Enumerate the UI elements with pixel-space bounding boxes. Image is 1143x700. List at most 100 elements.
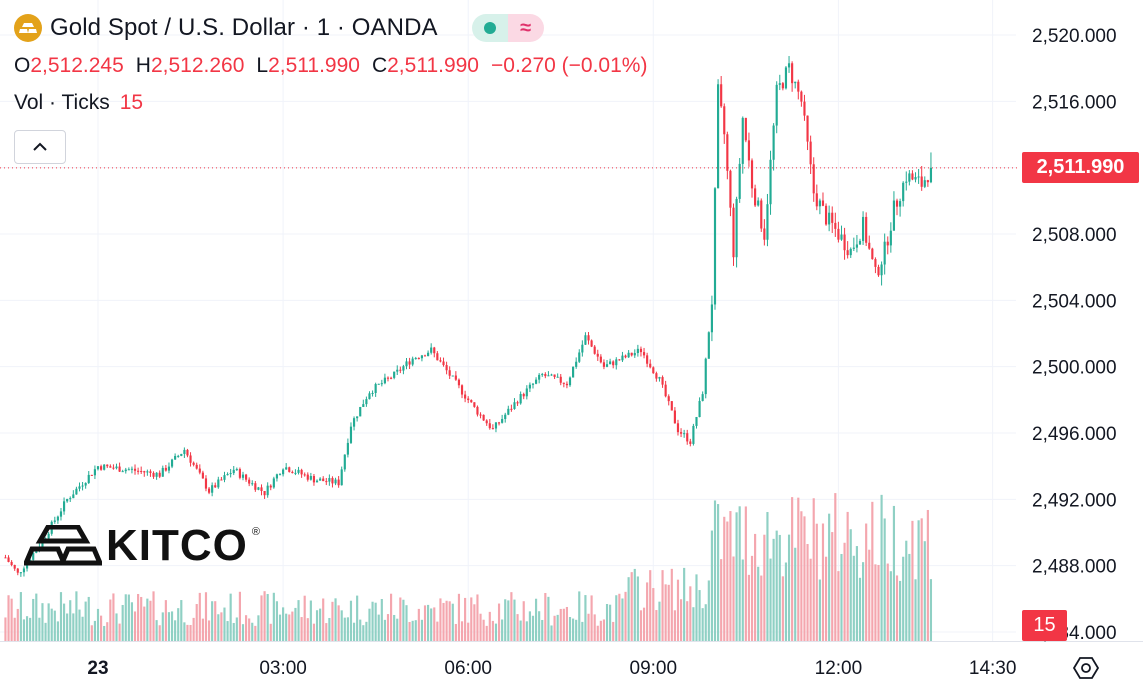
volume-bar [66,613,69,641]
candle-body [186,449,189,456]
registered-mark: ® [251,526,260,538]
candle-body [352,418,356,427]
candle-body [686,433,689,442]
candle-body [892,200,896,231]
symbol-title[interactable]: Gold Spot / U.S. Dollar · 1 · OANDA [50,14,438,41]
volume-bar [396,618,399,641]
volume-bar [59,592,63,641]
candle-body [519,394,522,404]
candle-body [562,382,565,384]
volume-bar [661,570,664,641]
volume-bar [639,610,643,641]
volume-bar [41,603,44,641]
volume-bar [676,579,680,641]
candle-body [10,561,13,565]
volume-bar [627,577,630,641]
candle-body [103,464,106,470]
candle-body [831,212,834,223]
candle-body [245,474,248,480]
candle-body [920,176,923,187]
chart-settings-button[interactable] [1071,655,1101,681]
volume-bar [100,615,103,641]
candle-body [300,469,303,475]
volume-bar [846,511,849,641]
volume-bar [689,586,692,641]
volume-bar [695,574,698,641]
candle-body [673,410,676,424]
candle-body [815,193,818,207]
volume-bar [723,516,726,641]
volume-bar [519,620,522,641]
candle-body [396,369,399,372]
volume-value: 15 [119,91,144,114]
volume-bar [649,570,652,641]
candle-body [414,358,417,360]
x-tick-label: 12:00 [815,658,863,679]
market-status-pill[interactable]: ≈ [471,14,544,42]
volume-bar [618,593,621,641]
candle-body [618,359,621,361]
candle-body [7,557,10,562]
volume-legend[interactable]: Vol · Ticks 15 [14,91,143,115]
collapse-legend-button[interactable] [14,130,66,164]
y-tick-label: 2,488.000 [1032,557,1117,578]
volume-bar [704,604,707,641]
candle-body [288,467,291,472]
volume-bar [457,593,461,641]
candle-body [337,479,340,486]
candle-body [929,167,933,183]
x-tick-label: 03:00 [259,658,307,679]
volume-bar [149,600,152,641]
volume-bar [192,617,195,641]
volume-bar [806,544,809,641]
candle-body [69,498,72,500]
volume-bar [732,556,735,641]
candle-body [843,234,846,251]
time-axis[interactable]: 23 03:00 06:00 09:00 12:00 14:30 [87,658,1016,679]
volume-bar [599,620,602,641]
candle-body [852,247,855,249]
candle-body [371,392,374,394]
candle-body [683,433,686,435]
candle-body [578,352,581,362]
candle-body [192,462,195,465]
candle-body [146,471,149,473]
candle-body [565,383,568,386]
market-open-icon[interactable] [471,14,508,42]
candle-body [531,383,535,385]
candle-body [741,117,744,164]
candle-body [254,483,257,490]
candle-body [781,83,784,89]
candle-body [266,485,269,496]
y-tick-label: 2,520.000 [1032,26,1117,47]
candle-body [667,396,670,402]
candle-body [707,332,710,359]
y-tick-label: 2,500.000 [1032,358,1117,379]
volume-bar [840,553,843,641]
candle-body [738,163,741,199]
volume-bar [467,622,470,641]
volume-bar [164,600,167,641]
candle-body [75,488,78,495]
candle-body [874,259,877,267]
volume-bar [630,572,633,641]
candle-body [433,347,436,354]
price-axis[interactable]: 2,520.0002,516.0002,512.0002,508.0002,50… [1032,26,1117,644]
volume-bar [112,593,115,641]
kitco-bars-icon [24,525,102,566]
volume-bar [127,594,130,641]
volume-bar [895,575,899,641]
candle-body [710,304,713,333]
volume-bar [245,615,248,641]
volume-bar [754,533,757,641]
volume-bar [47,603,50,641]
volume-bar [701,608,704,641]
delayed-data-icon[interactable]: ≈ [507,14,544,42]
volume-bar [399,597,402,641]
volume-bar [769,558,772,641]
candle-body [544,374,547,377]
volume-bar [115,613,118,641]
volume-bar [374,602,377,641]
